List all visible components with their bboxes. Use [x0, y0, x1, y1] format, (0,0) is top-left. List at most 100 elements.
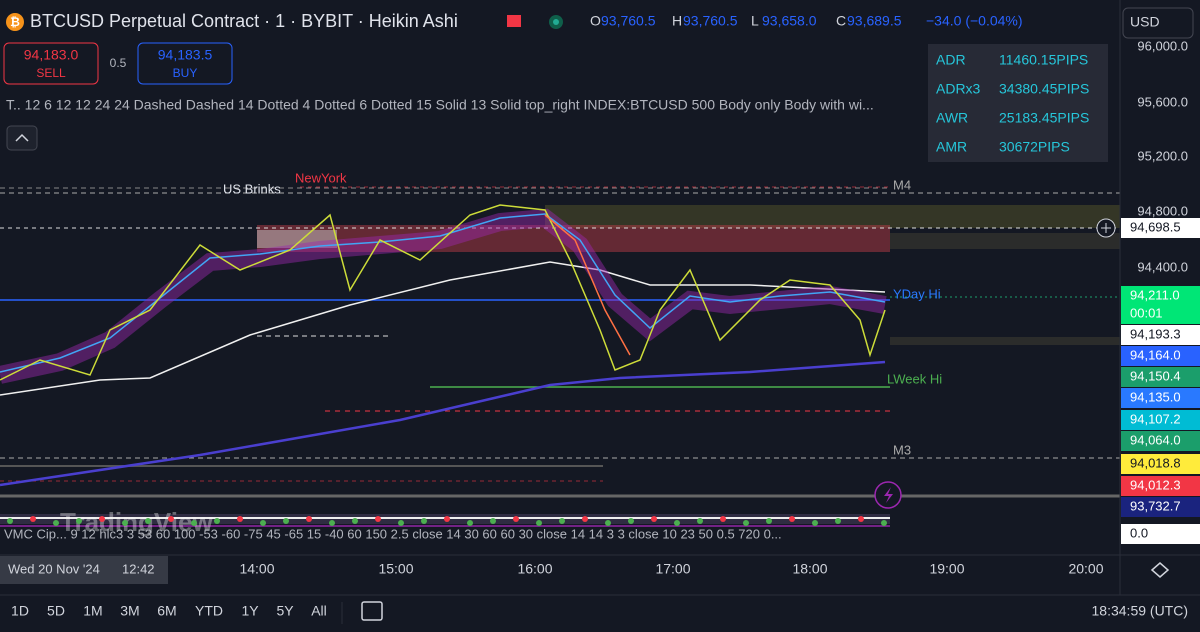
oscillator-dot [237, 516, 243, 522]
buy-button[interactable] [137, 42, 233, 85]
time-tick-label: 20:00 [1068, 561, 1103, 577]
price-badge-label: 00:01 [1130, 305, 1163, 320]
oscillator-legend[interactable]: VMC Cip... 9 12 hlc3 3 53 60 100 -53 -60… [4, 526, 782, 541]
price-badge-label: 94,107.2 [1130, 411, 1181, 426]
oscillator-dot [168, 516, 174, 522]
info-key: AWR [936, 110, 968, 126]
chevron-icon [15, 133, 29, 142]
cursor-time: 12:42 [122, 561, 155, 576]
price-badge [1121, 286, 1200, 306]
indicator-legend[interactable]: T.. 12 6 12 12 24 24 Dashed Dashed 14 Do… [6, 97, 874, 113]
range-button[interactable]: 3M [120, 603, 139, 619]
price-badge [1121, 346, 1200, 366]
range-button[interactable]: 5Y [276, 603, 294, 619]
oscillator-dot [214, 518, 220, 524]
price-badge [1121, 367, 1200, 387]
sell-label[interactable]: SELL [36, 66, 66, 80]
oscillator-dot [490, 518, 496, 524]
zone [890, 337, 1120, 345]
oscillator-dot [283, 518, 289, 524]
oscillator-dot [53, 520, 59, 526]
price-tick-label: 95,200.0 [1137, 148, 1188, 163]
chart-label: LWeek Hi [887, 371, 942, 386]
oscillator-dot [697, 518, 703, 524]
symbol-title: BTCUSD Perpetual Contract · 1 · BYBIT · … [30, 11, 458, 31]
range-button[interactable]: All [311, 603, 327, 619]
oscillator-dot [352, 518, 358, 524]
ribbon [0, 208, 887, 384]
oscillator-dot [536, 520, 542, 526]
sell-price[interactable]: 94,183.0 [24, 47, 79, 63]
zone [890, 233, 1120, 249]
oscillator-dot [191, 520, 197, 526]
price-badge-label: 94,018.8 [1130, 455, 1181, 470]
price-badge [1121, 410, 1200, 430]
price-badge-label: 94,164.0 [1130, 347, 1181, 362]
settings-icon[interactable] [1150, 562, 1170, 578]
range-button[interactable]: 6M [157, 603, 176, 619]
time-tick-label: 14:00 [239, 561, 274, 577]
ohlc-value: 93,689.5 [847, 13, 902, 29]
zone [257, 230, 337, 248]
oscillator-dot [858, 516, 864, 522]
buy-label[interactable]: BUY [173, 66, 198, 80]
currency-button[interactable] [1122, 7, 1194, 39]
buy-price[interactable]: 94,183.5 [158, 47, 213, 63]
oscillator-dot [30, 516, 36, 522]
info-table [928, 44, 1108, 162]
sell-button[interactable] [3, 42, 99, 85]
oscillator-dot [329, 520, 335, 526]
info-value: 11460.15PIPS [999, 52, 1088, 68]
chart-label: M4 [893, 177, 911, 192]
oscillator-dot [306, 516, 312, 522]
price-badge [1121, 524, 1200, 544]
currency[interactable]: USD [1130, 14, 1160, 30]
moving-average [0, 360, 886, 487]
oscillator-dot [145, 518, 151, 524]
ohlc-value: 93,760.5 [601, 13, 656, 29]
chart-label: M3 [893, 442, 911, 457]
oscillator-dot [743, 520, 749, 526]
info-value: 25183.45PIPS [999, 110, 1089, 126]
oscillator-dot [7, 518, 13, 524]
range-button[interactable]: 1Y [241, 603, 259, 619]
symbol-glyph: ₿ [10, 15, 20, 29]
time-tick-label: 15:00 [378, 561, 413, 577]
price-badge [1121, 388, 1200, 408]
price-badge [1121, 218, 1200, 238]
oscillator-dot [398, 520, 404, 526]
time-tick-label: 17:00 [655, 561, 690, 577]
price-badge-label: 94,698.5 [1130, 219, 1181, 234]
oscillator-dot [513, 516, 519, 522]
price-tick-label: 95,600.0 [1137, 94, 1188, 109]
oscillator-dot [605, 520, 611, 526]
oscillator-dot [651, 516, 657, 522]
ohlc-label: H [672, 13, 682, 29]
oscillator-dot [881, 520, 887, 526]
collapse-button[interactable] [6, 125, 38, 151]
range-button[interactable]: 1D [11, 603, 29, 619]
status-icon [553, 19, 559, 25]
flag-icon[interactable] [507, 15, 521, 27]
ohlc-value: 93,658.0 [762, 13, 817, 29]
price-badge-label: 94,150.4 [1130, 368, 1181, 383]
ohlc-label: C [836, 13, 846, 29]
price-badge-label: 94,135.0 [1130, 389, 1181, 404]
chart-label: US Brinks [223, 181, 281, 196]
oscillator-dot [375, 516, 381, 522]
price-tick-label: 94,800.0 [1137, 203, 1188, 218]
range-button[interactable]: 5D [47, 603, 65, 619]
price-tick-label: 94,400.0 [1137, 259, 1188, 274]
chart-label: YDay Hi [893, 286, 941, 301]
plus-icon [1101, 223, 1111, 233]
oscillator-dot [467, 520, 473, 526]
moving-average [544, 214, 631, 356]
oscillator-dot [766, 518, 772, 524]
range-button[interactable]: 1M [83, 603, 102, 619]
price-badge [1121, 431, 1200, 451]
oscillator-dot [559, 518, 565, 524]
oscillator-dot [122, 520, 128, 526]
calendar-icon[interactable] [361, 601, 383, 621]
range-button[interactable]: YTD [195, 603, 223, 619]
